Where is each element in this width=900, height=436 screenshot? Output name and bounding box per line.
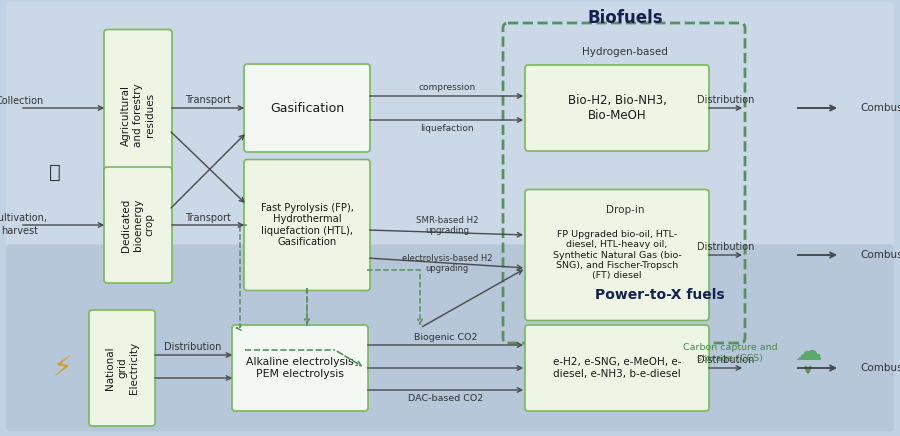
Text: e-H2, e-SNG, e-MeOH, e-
diesel, e-NH3, b-e-diesel: e-H2, e-SNG, e-MeOH, e- diesel, e-NH3, b… [553, 357, 681, 379]
Text: Distribution: Distribution [165, 342, 221, 352]
Text: upgrading: upgrading [426, 263, 469, 272]
Text: Combustion: Combustion [860, 250, 900, 260]
Text: Carbon capture and: Carbon capture and [683, 343, 778, 351]
Text: Distribution: Distribution [698, 355, 755, 365]
Text: Distribution: Distribution [698, 95, 755, 105]
Text: Alkaline electrolysis
PEM electrolysis: Alkaline electrolysis PEM electrolysis [246, 357, 354, 379]
FancyBboxPatch shape [525, 65, 709, 151]
Text: Bio-H2, Bio-NH3,
Bio-MeOH: Bio-H2, Bio-NH3, Bio-MeOH [568, 94, 666, 122]
Text: liquefaction: liquefaction [420, 123, 473, 133]
Text: Transport: Transport [185, 95, 231, 105]
Text: Gasification: Gasification [270, 102, 344, 115]
Text: DAC-based CO2: DAC-based CO2 [409, 394, 483, 402]
FancyBboxPatch shape [6, 245, 894, 431]
FancyBboxPatch shape [525, 325, 709, 411]
Text: storage (CCS): storage (CCS) [697, 354, 763, 362]
Text: SMR-based H2: SMR-based H2 [416, 215, 478, 225]
Text: Combustion: Combustion [860, 103, 900, 113]
FancyBboxPatch shape [6, 2, 894, 252]
Text: upgrading: upgrading [425, 225, 469, 235]
Text: 🌿: 🌿 [50, 163, 61, 181]
Text: ☁: ☁ [794, 338, 822, 366]
FancyBboxPatch shape [232, 325, 368, 411]
Text: Cultivation,: Cultivation, [0, 213, 48, 223]
Text: Biogenic CO2: Biogenic CO2 [414, 333, 478, 341]
FancyBboxPatch shape [104, 167, 172, 283]
Text: Distribution: Distribution [698, 242, 755, 252]
FancyBboxPatch shape [89, 310, 155, 426]
Text: Collection: Collection [0, 96, 44, 106]
Text: Fast Pyrolysis (FP),
Hydrothermal
liquefaction (HTL),
Gasification: Fast Pyrolysis (FP), Hydrothermal liquef… [261, 203, 354, 247]
Text: Biofuels: Biofuels [587, 9, 662, 27]
Text: Agricultural
and forestry
residues: Agricultural and forestry residues [122, 83, 155, 147]
Text: Combustion: Combustion [860, 363, 900, 373]
FancyBboxPatch shape [244, 64, 370, 152]
FancyBboxPatch shape [244, 160, 370, 290]
Text: ⚡: ⚡ [52, 354, 72, 382]
Text: National
grid
Electricity: National grid Electricity [105, 342, 139, 394]
FancyBboxPatch shape [525, 190, 709, 320]
Text: Drop-in: Drop-in [606, 205, 644, 215]
Text: Hydrogen-based: Hydrogen-based [582, 47, 668, 57]
Text: Power-to-X fuels: Power-to-X fuels [595, 288, 724, 302]
FancyBboxPatch shape [104, 30, 172, 201]
Text: FP Upgraded bio-oil, HTL-
diesel, HTL-heavy oil,
Synthetic Natural Gas (bio-
SNG: FP Upgraded bio-oil, HTL- diesel, HTL-he… [553, 230, 681, 280]
Text: harvest: harvest [2, 226, 39, 236]
Text: compression: compression [418, 84, 475, 92]
Text: Transport: Transport [185, 213, 231, 223]
Text: Dedicated
bioenergy
crop: Dedicated bioenergy crop [122, 198, 155, 252]
Text: electrolysis-based H2: electrolysis-based H2 [401, 253, 492, 262]
